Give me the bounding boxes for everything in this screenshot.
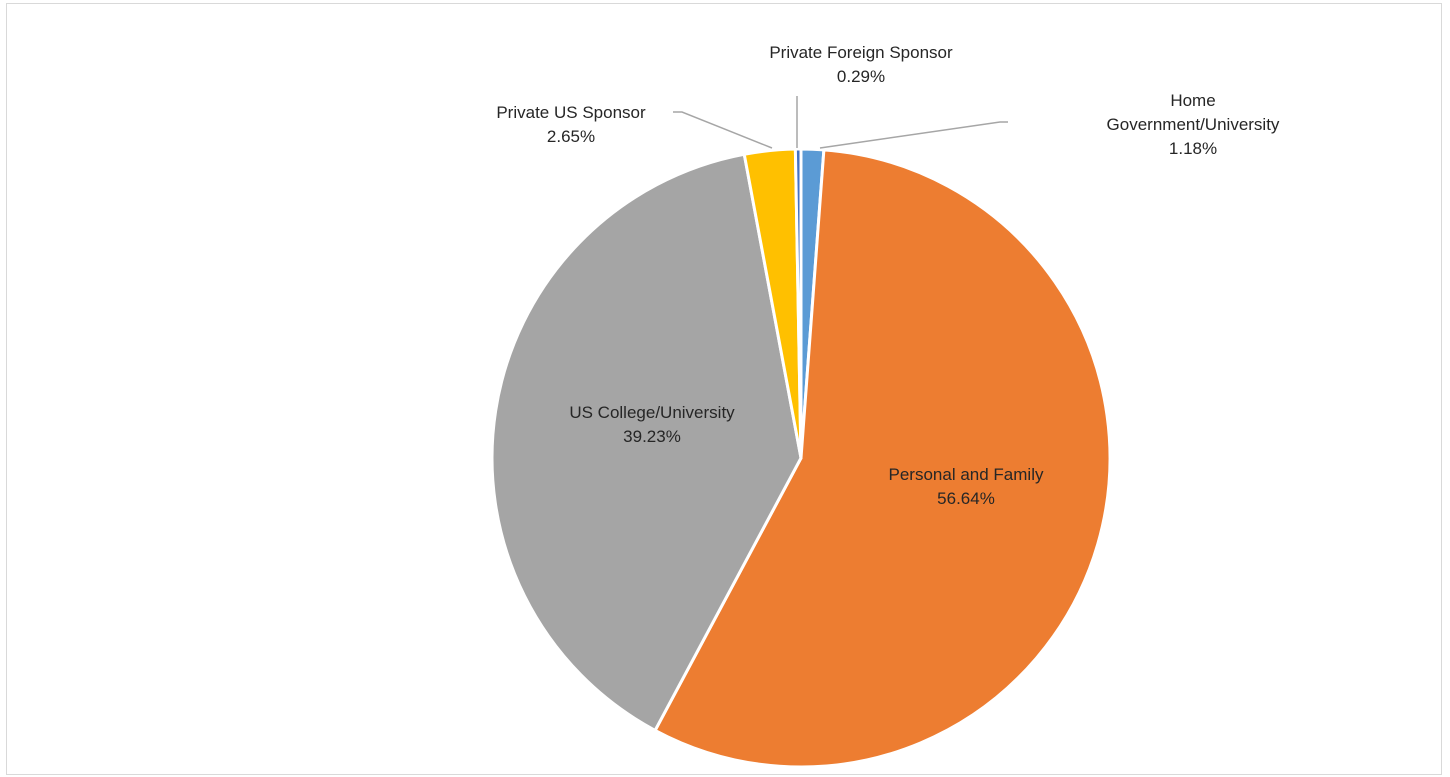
data-label-percent: 56.64% [937,489,995,508]
pie-slices [490,147,1112,769]
data-label-percent: 2.65% [547,127,595,146]
data-label-name: Private Foreign Sponsor [769,43,953,62]
data-label-name: Personal and Family [889,465,1044,484]
leader-lines [673,96,1008,149]
data-label: Home Government/University 1.18% [1107,91,1280,158]
pie-slice-personal-and-family [653,148,1112,769]
pie-slice-private-foreign-sponsor [793,147,803,460]
data-label-name: Private US Sponsor [496,103,646,122]
data-labels: Home Government/University 1.18% Personal a… [496,43,1280,508]
data-label-percent: 0.29% [837,67,885,86]
pie-slice-us-college-university [490,152,803,732]
data-label-name: Home [1170,91,1215,110]
data-label-percent: 39.23% [623,427,681,446]
data-label: Private Foreign Sponsor 0.29% [769,43,953,86]
leader-line [819,121,1008,149]
data-label-name: US College/University [569,403,735,422]
data-label: US College/University 39.23% [569,403,735,446]
data-label-name: Government/University [1107,115,1280,134]
data-label: Private US Sponsor 2.65% [496,103,646,146]
data-label: Personal and Family 56.64% [889,465,1044,508]
leader-line [673,111,773,149]
data-label-percent: 1.18% [1169,139,1217,158]
